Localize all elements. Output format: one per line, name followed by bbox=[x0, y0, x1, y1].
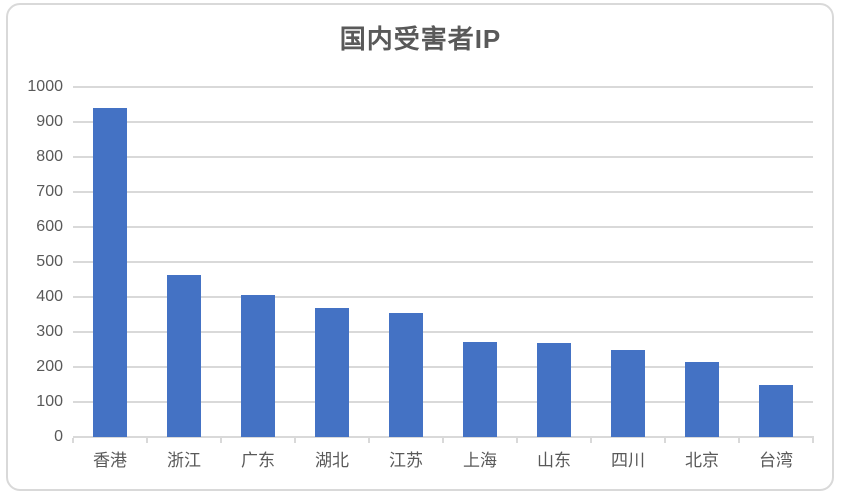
x-category-label: 江苏 bbox=[389, 451, 423, 470]
y-tick-label: 700 bbox=[36, 183, 63, 200]
bar-北京 bbox=[685, 362, 719, 437]
y-tick-label: 400 bbox=[36, 288, 63, 305]
x-axis-tick bbox=[294, 438, 296, 443]
y-tick-label: 900 bbox=[36, 113, 63, 130]
bar-山东 bbox=[537, 343, 571, 437]
chart-frame bbox=[6, 3, 834, 491]
x-axis-tick bbox=[146, 438, 148, 443]
y-tick-label: 0 bbox=[54, 428, 63, 445]
x-axis-tick bbox=[368, 438, 370, 443]
x-axis-tick bbox=[516, 438, 518, 443]
y-tick-label: 800 bbox=[36, 148, 63, 165]
x-axis-tick bbox=[590, 438, 592, 443]
x-axis-line bbox=[73, 436, 814, 438]
x-category-label: 四川 bbox=[611, 451, 645, 470]
x-axis-tick bbox=[442, 438, 444, 443]
y-tick-label: 100 bbox=[36, 393, 63, 410]
bar-香港 bbox=[93, 108, 127, 437]
chart-title: 国内受害者IP bbox=[339, 24, 502, 54]
x-category-label: 浙江 bbox=[167, 451, 201, 470]
x-category-label: 湖北 bbox=[315, 451, 349, 470]
bar-上海 bbox=[463, 341, 497, 437]
bar-浙江 bbox=[167, 275, 201, 437]
x-category-label: 台湾 bbox=[759, 451, 793, 470]
x-axis-tick bbox=[72, 438, 74, 443]
gridline bbox=[73, 366, 813, 368]
bar-台湾 bbox=[759, 384, 793, 437]
gridline bbox=[73, 156, 813, 158]
gridline bbox=[73, 296, 813, 298]
gridline bbox=[73, 401, 813, 403]
bar-湖北 bbox=[315, 308, 349, 437]
gridline bbox=[73, 191, 813, 193]
bar-江苏 bbox=[389, 312, 423, 437]
x-category-label: 香港 bbox=[93, 451, 127, 470]
gridline bbox=[73, 86, 813, 88]
y-tick-label: 200 bbox=[36, 358, 63, 375]
x-axis-tick bbox=[664, 438, 666, 443]
gridline bbox=[73, 261, 813, 263]
y-tick-label: 500 bbox=[36, 253, 63, 270]
x-axis-tick bbox=[812, 438, 814, 443]
y-tick-label: 1000 bbox=[27, 78, 63, 95]
y-tick-label: 300 bbox=[36, 323, 63, 340]
bar-广东 bbox=[241, 295, 275, 437]
x-category-label: 广东 bbox=[241, 451, 275, 470]
x-axis-tick bbox=[220, 438, 222, 443]
x-category-label: 上海 bbox=[463, 451, 497, 470]
x-category-label: 北京 bbox=[685, 451, 719, 470]
bar-四川 bbox=[611, 349, 645, 437]
x-category-label: 山东 bbox=[537, 451, 571, 470]
gridline bbox=[73, 121, 813, 123]
y-tick-label: 600 bbox=[36, 218, 63, 235]
x-axis-tick bbox=[738, 438, 740, 443]
gridline bbox=[73, 331, 813, 333]
gridline bbox=[73, 226, 813, 228]
